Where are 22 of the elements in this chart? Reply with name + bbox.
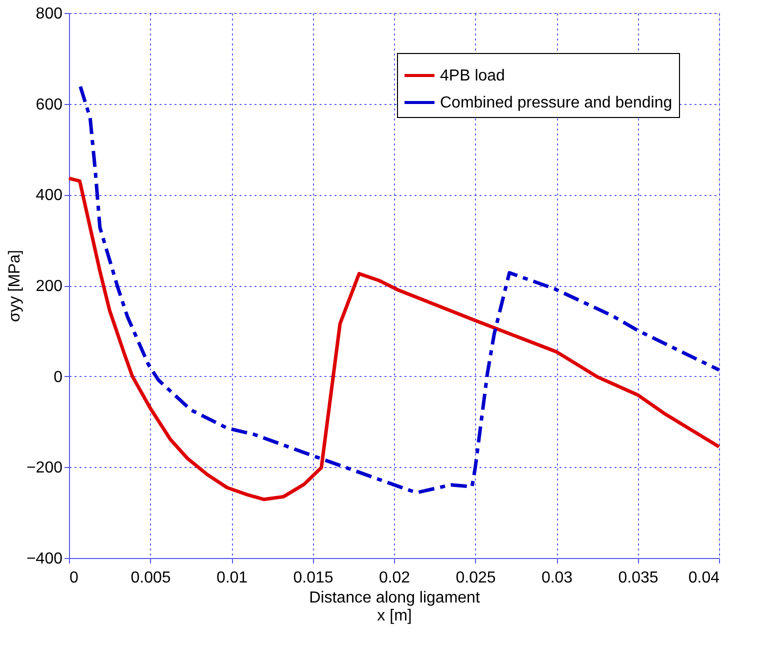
y-tick-label: 200 xyxy=(36,278,63,295)
y-tick-label: 400 xyxy=(36,187,63,204)
y-axis-title: σyy [MPa] xyxy=(6,250,24,322)
x-tick-label: 0.025 xyxy=(456,570,496,586)
x-tick-label: 0 xyxy=(70,570,78,586)
y-tick-label: −200 xyxy=(26,460,63,477)
x-tick-label: 0.015 xyxy=(293,570,334,586)
x-tick-label: 0.005 xyxy=(130,570,171,586)
y-tick-label: −400 xyxy=(26,550,63,568)
y-tick-label: 800 xyxy=(36,6,63,22)
x-axis-title: Distance along ligament x [m] xyxy=(309,590,480,624)
legend-label: 4PB load xyxy=(440,68,505,84)
y-tick-label: 600 xyxy=(36,96,63,114)
x-tick-label: 0.01 xyxy=(216,570,248,586)
y-tick-label: 0 xyxy=(54,368,63,386)
legend-label: Combined pressure and bending xyxy=(440,94,672,112)
line-series xyxy=(67,176,721,502)
x-tick-label: 0.035 xyxy=(618,570,658,586)
x-tick-label: 0.02 xyxy=(378,570,410,586)
x-tick-label: 0.03 xyxy=(541,570,573,586)
x-tick-label: 0.04 xyxy=(688,570,720,586)
line-series xyxy=(78,84,721,494)
